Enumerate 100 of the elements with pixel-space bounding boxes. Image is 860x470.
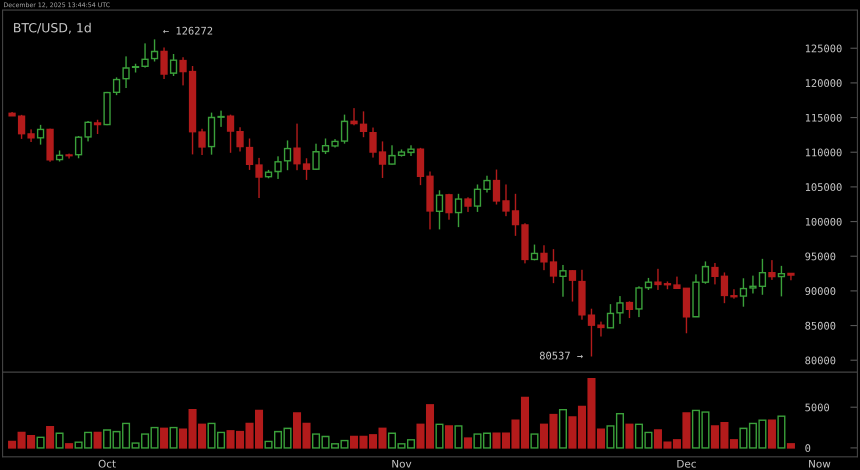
candlestick [730, 288, 738, 300]
candlestick [597, 320, 605, 338]
bar [530, 433, 538, 449]
candlestick [559, 264, 567, 298]
candlestick [217, 110, 225, 128]
annotation: ← 126272 [163, 26, 212, 35]
candlestick [644, 277, 652, 291]
x-tick-label: Oct [98, 460, 116, 468]
candlestick [568, 269, 576, 302]
candlestick [74, 135, 82, 159]
bar [777, 415, 786, 449]
y-tick-label: 85000 [805, 322, 836, 330]
candlestick [293, 122, 301, 171]
candlestick [112, 76, 120, 96]
candlestick [236, 126, 244, 152]
candlestick [312, 143, 320, 171]
x-tick-label: Dec [677, 460, 696, 468]
candlestick [378, 140, 386, 179]
candlestick [483, 175, 491, 194]
candlestick [141, 42, 149, 68]
candlestick [84, 120, 92, 142]
bar [625, 424, 634, 449]
candlestick [740, 278, 748, 308]
candlestick [122, 56, 130, 89]
candlestick [702, 260, 710, 284]
bar [65, 443, 74, 449]
candlestick [626, 300, 634, 319]
candlestick [530, 244, 538, 262]
y-tick-label: 80000 [805, 356, 836, 364]
candlestick [246, 138, 254, 171]
y-tick-label: 115000 [806, 114, 842, 122]
candlestick [94, 119, 102, 135]
candlestick [492, 168, 500, 206]
candlestick [540, 244, 548, 271]
bar [170, 426, 178, 449]
candlestick [179, 56, 187, 86]
candlestick [255, 157, 263, 199]
bar [464, 437, 472, 449]
candlestick [170, 53, 178, 77]
candlestick [474, 184, 482, 213]
candlestick [18, 114, 26, 140]
candlestick [502, 184, 510, 217]
candlestick [654, 268, 662, 291]
y-tick-label: 110000 [806, 148, 842, 156]
candlestick [588, 308, 596, 358]
candlestick [768, 259, 776, 281]
text: BTC/USD, 1d [14, 22, 91, 34]
candlestick [340, 114, 348, 144]
candlestick [778, 265, 786, 298]
y-tick-label: 105000 [806, 183, 842, 192]
candlestick [160, 46, 168, 80]
bar [46, 426, 54, 449]
candlestick [150, 38, 158, 62]
candlestick [454, 193, 462, 228]
candlestick [360, 110, 368, 138]
bar [36, 436, 45, 449]
candlestick [350, 107, 358, 126]
bar [558, 408, 567, 449]
candlestick [284, 140, 292, 171]
bar [444, 425, 454, 449]
candlestick [749, 274, 757, 294]
annotation: 80537 → [540, 352, 583, 360]
candlestick [407, 144, 415, 157]
candlestick [388, 144, 396, 166]
y-tick-label: 95000 [805, 252, 836, 260]
candlestick [198, 128, 206, 156]
candlestick [711, 262, 719, 286]
candlestick [758, 258, 766, 296]
candlestick [274, 156, 282, 180]
candlestick [445, 193, 453, 220]
bar [94, 432, 102, 449]
candlestick [673, 276, 681, 290]
x-tick-label: Nov [392, 460, 412, 468]
candlestick [550, 248, 558, 284]
candlestick [616, 295, 624, 325]
y-tick-label: 90000 [805, 287, 836, 296]
candlestick [56, 150, 64, 162]
bar [768, 420, 776, 449]
y-tick-label: 5000 [805, 403, 830, 412]
candlestick [27, 128, 35, 143]
candlestick [720, 272, 728, 304]
candlestick [302, 158, 310, 181]
y-tick-label: 125000 [806, 44, 842, 52]
bar [454, 425, 463, 449]
bar [160, 428, 168, 449]
candlestick [226, 114, 234, 154]
y-tick-label: 100000 [806, 218, 842, 226]
candlestick [635, 286, 643, 318]
candlestick [369, 126, 377, 158]
bar [56, 432, 64, 449]
candlestick [606, 303, 614, 329]
candlestick [36, 124, 44, 146]
x-tick-label: Now [809, 460, 830, 468]
bar [435, 424, 444, 449]
candlestick [464, 196, 472, 213]
y-tick-label: 120000 [806, 79, 842, 88]
y-tick-label: 0 [805, 444, 810, 452]
candlestick [322, 138, 330, 155]
candlestick [436, 190, 444, 230]
candlestick [512, 193, 520, 237]
